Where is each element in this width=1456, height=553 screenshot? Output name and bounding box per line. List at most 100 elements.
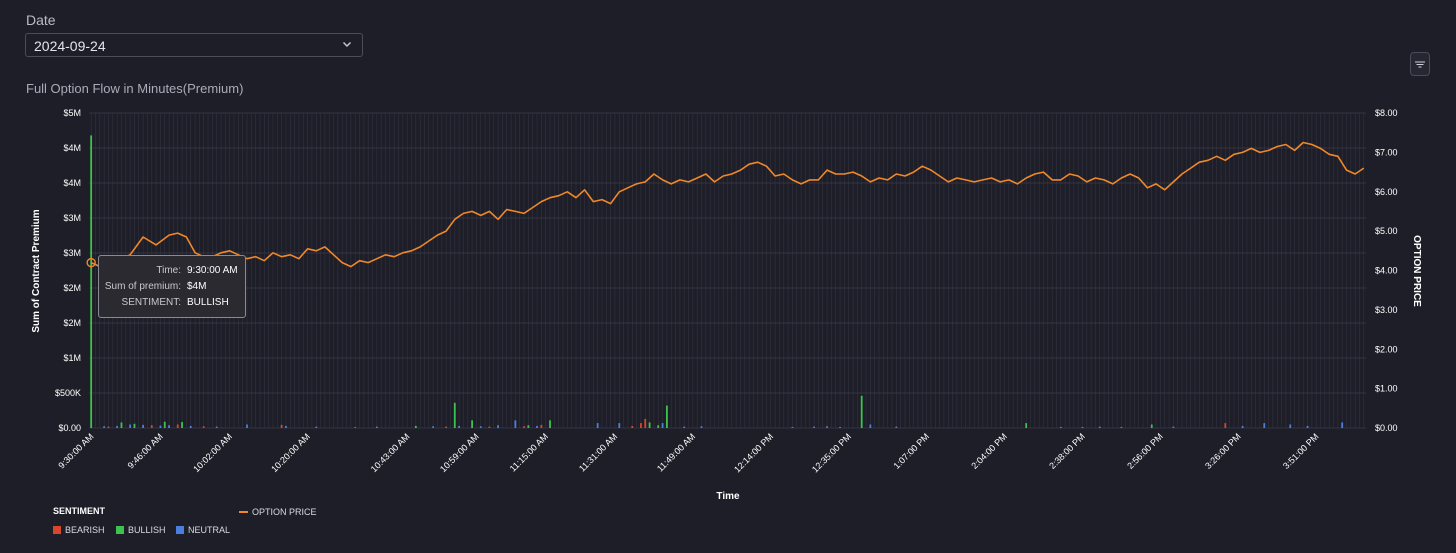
tooltip-sentiment-value: BULLISH <box>187 297 229 308</box>
bar-neutral[interactable] <box>1098 426 1101 428</box>
bar-neutral[interactable] <box>536 425 538 428</box>
filter-icon <box>1415 61 1425 68</box>
y2-tick-label: $2.00 <box>1375 344 1398 354</box>
bar-neutral[interactable] <box>246 424 248 429</box>
bar-neutral[interactable] <box>1306 425 1309 428</box>
bar-neutral[interactable] <box>596 423 599 428</box>
bar-neutral[interactable] <box>514 420 517 428</box>
legend-title: SENTIMENT <box>53 506 106 516</box>
x-tick-label: 3:26:00 PM <box>1203 431 1243 471</box>
bar-bullish[interactable] <box>181 422 183 428</box>
bar-neutral[interactable] <box>683 426 686 428</box>
y-tick-label: $4M <box>63 178 81 188</box>
bar-neutral[interactable] <box>285 425 287 428</box>
bar-neutral[interactable] <box>129 424 132 429</box>
bar-bearish[interactable] <box>640 423 642 428</box>
bar-bearish[interactable] <box>107 426 110 428</box>
bar-bullish[interactable] <box>648 422 651 428</box>
y-axis-right: $0.00 $1.00 $2.00 $3.00 $4.00 $5.00 $6.00 $7.00… <box>1375 108 1398 433</box>
filter-button[interactable] <box>1410 52 1430 76</box>
x-tick-label: 11:15:00 AM <box>508 431 550 473</box>
bar-bearish[interactable] <box>540 424 543 428</box>
bar-neutral[interactable] <box>215 426 218 428</box>
bar-bullish[interactable] <box>90 135 93 428</box>
bar-neutral[interactable] <box>1241 425 1244 428</box>
bar-bullish[interactable] <box>657 425 660 428</box>
bar-bearish[interactable] <box>488 426 491 428</box>
y2-tick-label: $3.00 <box>1375 305 1398 315</box>
bar-bearish[interactable] <box>280 424 283 428</box>
bar-bullish[interactable] <box>665 405 668 428</box>
bar-neutral[interactable] <box>142 424 145 428</box>
bar-bullish[interactable] <box>414 425 417 428</box>
bar-neutral[interactable] <box>189 425 192 428</box>
bar-neutral[interactable] <box>1289 424 1292 429</box>
bar-neutral[interactable] <box>1120 426 1123 428</box>
y2-tick-label: $1.00 <box>1375 384 1398 394</box>
bar-bearish[interactable] <box>631 425 634 428</box>
bar-neutral[interactable] <box>700 426 703 428</box>
bar-neutral[interactable] <box>1263 423 1266 428</box>
legend-item-option-price[interactable]: OPTION PRICE <box>239 507 317 517</box>
bar-bearish[interactable] <box>354 426 357 428</box>
bar-neutral[interactable] <box>116 425 119 428</box>
bar-bullish[interactable] <box>133 423 136 428</box>
legend-label-option-price: OPTION PRICE <box>252 507 317 517</box>
bar-neutral[interactable] <box>791 426 794 428</box>
bar-bearish[interactable] <box>1224 423 1227 428</box>
bar-bearish[interactable] <box>644 418 647 428</box>
bar-bearish[interactable] <box>176 424 179 429</box>
bar-neutral[interactable] <box>895 426 898 428</box>
bar-bearish[interactable] <box>150 425 153 428</box>
chevron-down-icon <box>343 42 351 47</box>
bar-bullish[interactable] <box>549 420 551 428</box>
bar-neutral[interactable] <box>168 425 170 428</box>
bar-neutral[interactable] <box>159 425 162 428</box>
bar-bullish[interactable] <box>163 421 166 428</box>
bar-neutral[interactable] <box>1172 426 1175 428</box>
y-tick-label: $2M <box>63 283 81 293</box>
bar-neutral[interactable] <box>315 426 318 428</box>
bar-neutral[interactable] <box>497 425 499 428</box>
bar-bearish[interactable] <box>202 426 205 428</box>
y2-tick-label: $6.00 <box>1375 187 1398 197</box>
y2-tick-label: $0.00 <box>1375 423 1398 433</box>
bar-neutral[interactable] <box>432 426 435 428</box>
y-tick-label: $4M <box>63 143 81 153</box>
legend-item-bullish[interactable]: BULLISH <box>116 525 166 535</box>
date-select[interactable]: 2024-09-24 <box>25 33 363 57</box>
bar-bullish[interactable] <box>120 422 123 428</box>
bar-bullish[interactable] <box>471 420 473 428</box>
bar-neutral[interactable] <box>375 426 378 428</box>
y-tick-label: $500K <box>55 388 81 398</box>
bar-bearish[interactable] <box>445 426 448 428</box>
bar-bullish[interactable] <box>453 402 456 428</box>
bar-bullish[interactable] <box>1025 423 1028 428</box>
tooltip-time-value: 9:30:00 AM <box>187 265 238 276</box>
x-tick-label: 12:35:00 PM <box>810 431 853 474</box>
x-tick-label: 2:38:00 PM <box>1047 431 1087 471</box>
bar-bullish[interactable] <box>1150 424 1153 429</box>
bar-bullish[interactable] <box>527 425 530 428</box>
bar-neutral[interactable] <box>813 426 815 428</box>
bar-neutral[interactable] <box>1081 426 1084 428</box>
bar-neutral[interactable] <box>869 424 872 429</box>
option-price-series <box>90 141 1365 270</box>
y-tick-label: $3M <box>63 213 81 223</box>
bar-neutral[interactable] <box>1341 422 1344 428</box>
bar-neutral[interactable] <box>839 426 841 428</box>
bar-bearish[interactable] <box>523 426 525 428</box>
neutral-swatch <box>176 526 184 534</box>
bar-neutral[interactable] <box>826 426 828 428</box>
bar-neutral[interactable] <box>479 426 482 428</box>
bar-neutral[interactable] <box>618 423 621 428</box>
bar-neutral[interactable] <box>1059 426 1062 428</box>
bar-neutral[interactable] <box>103 426 106 428</box>
bar-neutral[interactable] <box>661 423 664 428</box>
bar-neutral[interactable] <box>458 425 461 428</box>
chart-title: Full Option Flow in Minutes(Premium) <box>26 81 244 96</box>
legend-item-neutral[interactable]: NEUTRAL <box>176 525 230 535</box>
legend-item-bearish[interactable]: BEARISH <box>53 525 105 535</box>
bar-bullish[interactable] <box>860 395 863 428</box>
x-tick-label: 10:02:00 AM <box>191 431 234 474</box>
